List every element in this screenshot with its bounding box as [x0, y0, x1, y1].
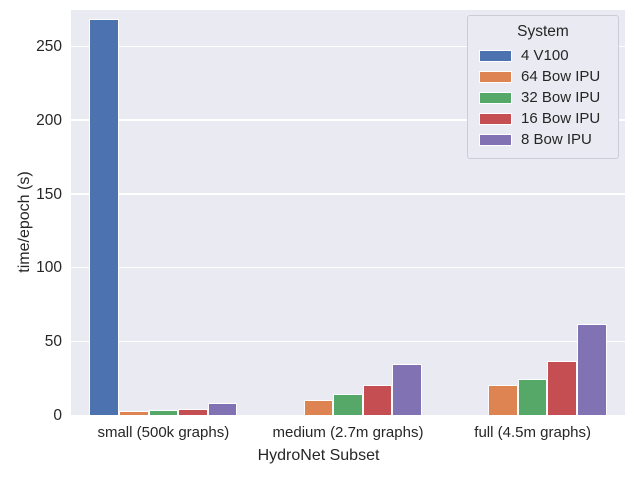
legend-entries: 4 V100 64 Bow IPU 32 Bow IPU 16 Bow IPU 8 Bo…: [479, 45, 607, 150]
bar: [392, 364, 422, 416]
x-tick-label: medium (2.7m graphs): [272, 424, 424, 441]
gridline: [71, 45, 625, 47]
legend-swatch-icon: [479, 133, 512, 146]
y-tick-label: 200: [36, 111, 62, 129]
y-tick-label: 250: [36, 37, 62, 55]
bar: [333, 393, 363, 416]
bar: [178, 408, 208, 416]
legend-entry-label: 8 Bow IPU: [521, 131, 592, 148]
legend-swatch-icon: [479, 70, 512, 83]
y-tick-label: 100: [36, 259, 62, 277]
gridline: [71, 193, 625, 195]
legend-entry: 64 Bow IPU: [479, 66, 607, 87]
bar: [488, 385, 518, 416]
x-tick-label: full (4.5m graphs): [474, 424, 592, 441]
legend-entry: 32 Bow IPU: [479, 87, 607, 108]
x-tick-label: small (500k graphs): [97, 424, 230, 441]
y-tick-label: 0: [53, 407, 62, 424]
bar: [119, 410, 149, 416]
x-axis-label: HydroNet Subset: [257, 447, 380, 464]
legend-entry: 8 Bow IPU: [479, 129, 607, 150]
gridline: [71, 119, 625, 121]
legend-title: System: [517, 23, 569, 40]
legend-entry: 16 Bow IPU: [479, 108, 607, 129]
bar: [547, 361, 577, 416]
y-tick-label: 50: [44, 333, 62, 351]
bar: [362, 385, 393, 416]
legend-entry-label: 16 Bow IPU: [521, 110, 601, 127]
legend-entry-label: 4 V100: [521, 47, 569, 64]
bar: [517, 379, 548, 416]
bar: [148, 410, 179, 416]
bar: [207, 403, 238, 416]
bar: [303, 399, 334, 416]
legend-swatch-icon: [479, 49, 512, 62]
legend-swatch-icon: [479, 112, 512, 125]
legend: System 4 V100 64 Bow IPU 32 Bow IPU 16 Bow …: [467, 15, 619, 159]
legend-swatch-icon: [479, 91, 512, 104]
bar: [89, 18, 119, 416]
legend-entry-label: 64 Bow IPU: [521, 68, 601, 85]
bar: [576, 324, 607, 416]
gridline: [71, 267, 625, 269]
gridline: [71, 340, 625, 343]
y-tick-label: 150: [36, 185, 62, 203]
legend-entry: 4 V100: [479, 45, 607, 66]
legend-entry-label: 32 Bow IPU: [521, 89, 601, 106]
y-axis-label: time/epoch (s): [16, 171, 33, 273]
